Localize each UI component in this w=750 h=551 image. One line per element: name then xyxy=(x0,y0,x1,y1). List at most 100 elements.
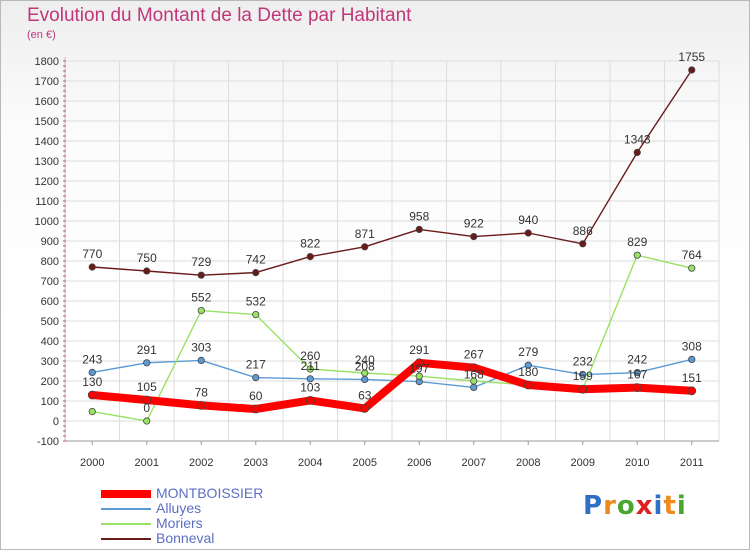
series-montboissier xyxy=(87,358,697,414)
data-label: 60 xyxy=(249,389,263,403)
data-label: 532 xyxy=(246,295,266,309)
data-label: 0 xyxy=(143,401,150,415)
data-point xyxy=(361,369,369,377)
logo-letter: o xyxy=(616,491,636,521)
data-label: 211 xyxy=(301,359,320,373)
data-label: 208 xyxy=(355,359,375,373)
data-label: 922 xyxy=(464,217,484,231)
chart-title: Evolution du Montant de la Dette par Hab… xyxy=(27,5,412,26)
data-point xyxy=(688,264,696,272)
data-label: 822 xyxy=(300,237,320,251)
series-line xyxy=(91,254,693,422)
data-label: 742 xyxy=(246,253,266,267)
legend-item-bonneval: Bonneval xyxy=(101,531,263,546)
legend-swatch xyxy=(101,489,151,498)
data-point xyxy=(579,370,587,379)
data-label: 279 xyxy=(518,345,538,359)
y-tick-label: 500 xyxy=(41,316,59,328)
series-line xyxy=(91,69,693,276)
data-label: 1755 xyxy=(678,50,705,64)
data-point xyxy=(305,395,315,405)
data-point xyxy=(633,368,641,377)
y-tick-label: 1100 xyxy=(35,196,59,208)
data-point xyxy=(470,383,478,391)
data-label: 63 xyxy=(358,388,372,402)
y-tick-label: 1000 xyxy=(35,216,59,228)
data-label: 103 xyxy=(300,380,320,394)
y-tick-label: 400 xyxy=(41,336,59,348)
data-label: 78 xyxy=(195,385,209,399)
data-label: 940 xyxy=(518,213,538,227)
legend-label: Alluyes xyxy=(156,500,202,516)
data-label: 729 xyxy=(191,255,211,269)
x-tick-label: 2007 xyxy=(462,457,486,469)
data-label: 829 xyxy=(627,235,647,249)
data-point xyxy=(306,253,314,261)
y-tick-label: 800 xyxy=(41,256,59,268)
x-tick-label: 2001 xyxy=(135,457,159,469)
series-line xyxy=(88,358,696,413)
data-label: 260 xyxy=(300,349,320,363)
data-label: 958 xyxy=(409,209,429,223)
y-tick-label: 1300 xyxy=(35,156,59,168)
data-label: 217 xyxy=(246,358,266,372)
data-label: 552 xyxy=(191,291,211,305)
logo-letter: r xyxy=(603,491,617,521)
legend: MONTBOISSIER Alluyes Moriers Bonneval xyxy=(101,486,263,546)
data-label: 105 xyxy=(137,380,157,394)
data-point xyxy=(252,268,260,277)
data-point xyxy=(88,407,96,416)
x-tick-label: 2004 xyxy=(298,457,322,469)
data-label: 291 xyxy=(137,343,157,357)
data-point xyxy=(579,240,587,248)
y-tick-label: 600 xyxy=(41,296,59,308)
data-label: 167 xyxy=(627,368,647,382)
data-point xyxy=(196,400,206,410)
data-point xyxy=(197,271,205,279)
data-point xyxy=(687,386,697,396)
logo-letter: i xyxy=(653,491,664,521)
data-point xyxy=(197,306,205,315)
x-tick-label: 2003 xyxy=(244,457,268,469)
data-point xyxy=(306,375,314,383)
data-point xyxy=(633,251,641,259)
data-point xyxy=(88,263,96,271)
data-point xyxy=(361,243,369,251)
data-point xyxy=(524,229,532,237)
data-point xyxy=(360,403,370,413)
data-point xyxy=(688,355,696,363)
data-point xyxy=(143,417,151,425)
data-point xyxy=(143,267,151,275)
data-label: 130 xyxy=(82,375,102,389)
data-point xyxy=(252,310,260,319)
data-point xyxy=(143,359,151,367)
legend-swatch xyxy=(101,507,151,510)
logo-letter: x xyxy=(635,491,654,521)
data-point xyxy=(633,148,641,156)
y-tick-label: 1400 xyxy=(35,136,59,148)
data-label: 770 xyxy=(82,247,102,261)
data-label: 291 xyxy=(409,343,429,357)
data-point xyxy=(415,225,423,233)
data-label: 168 xyxy=(464,367,484,381)
legend-item-moriers: Moriers xyxy=(101,516,263,531)
legend-swatch xyxy=(101,522,151,525)
data-point xyxy=(197,356,205,364)
y-tick-label: 300 xyxy=(41,356,59,368)
y-tick-label: 1600 xyxy=(35,96,59,108)
legend-label: Moriers xyxy=(156,515,203,531)
data-label: 871 xyxy=(355,227,375,241)
data-label: 1343 xyxy=(624,132,651,146)
data-point xyxy=(414,358,424,368)
data-point xyxy=(470,233,478,241)
y-tick-label: 0 xyxy=(53,416,59,428)
data-label: 308 xyxy=(682,339,702,353)
data-point xyxy=(251,404,261,414)
data-point xyxy=(523,380,533,390)
data-label: 232 xyxy=(573,355,593,369)
x-tick-label: 2011 xyxy=(680,457,704,469)
data-point xyxy=(306,365,314,373)
y-tick-label: 700 xyxy=(41,276,59,288)
data-label: 886 xyxy=(573,224,593,238)
